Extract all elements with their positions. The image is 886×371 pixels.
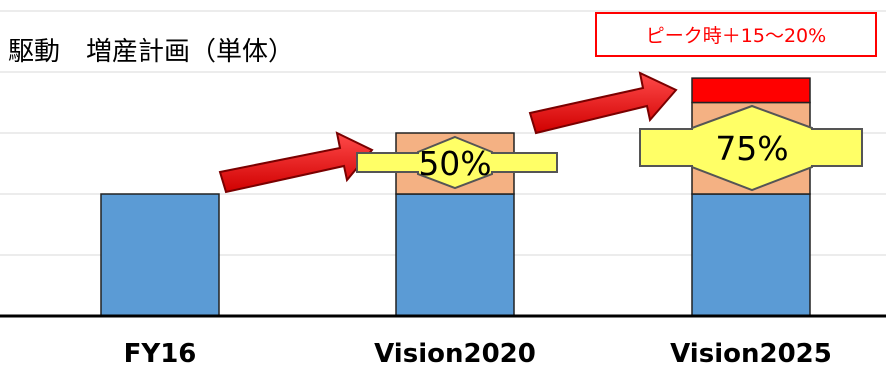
bar-segment xyxy=(691,193,811,317)
category-label: Vision2025 xyxy=(670,339,832,369)
bar-segment xyxy=(395,193,515,317)
peak-callout: ピーク時＋15〜20% xyxy=(595,12,877,57)
growth-arrow-icon xyxy=(218,131,374,194)
growth-callout-2020: 50% xyxy=(356,135,558,190)
bar-segment xyxy=(691,77,811,104)
bars xyxy=(100,77,811,317)
category-label: FY16 xyxy=(124,339,197,369)
double-arrow-icon xyxy=(356,135,558,190)
growth-arrow-icon xyxy=(528,71,678,135)
growth-callout-2025: 75% xyxy=(639,104,863,192)
growth-percent-2020: 50% xyxy=(418,144,491,183)
chart-title: 駆動 増産計画（単体） xyxy=(8,37,294,67)
growth-percent-2025: 75% xyxy=(715,129,788,168)
peak-callout-text: ピーク時＋15〜20% xyxy=(646,25,826,47)
category-label: Vision2020 xyxy=(374,339,536,369)
bar-segment xyxy=(100,193,220,317)
double-arrow-icon xyxy=(639,104,863,192)
peak-callout-box xyxy=(595,12,877,57)
